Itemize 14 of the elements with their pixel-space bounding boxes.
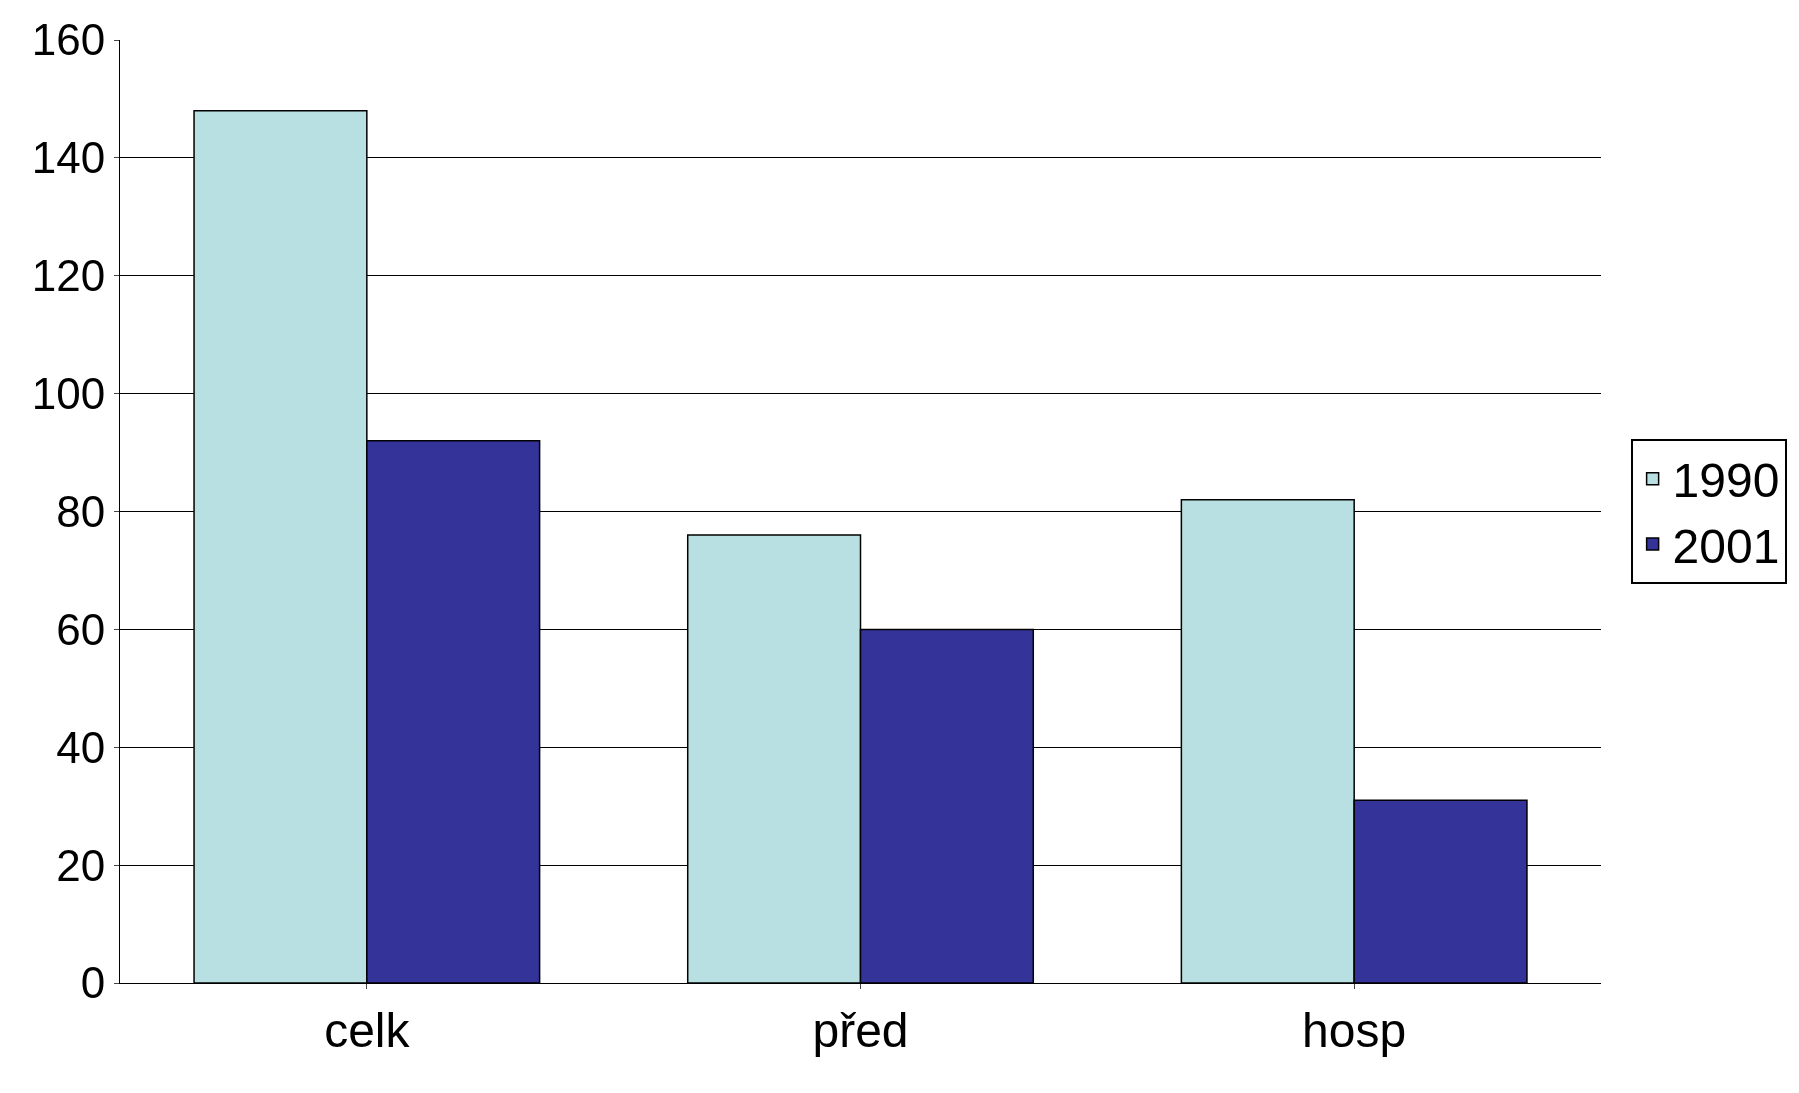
x-tick-label: před xyxy=(812,1003,909,1057)
y-tick-label: 120 xyxy=(31,251,106,301)
y-tick-label: 80 xyxy=(56,486,106,536)
y-tick-label: 20 xyxy=(56,840,106,890)
x-tick-label: celk xyxy=(324,1003,411,1057)
y-tick-label: 140 xyxy=(31,133,106,183)
legend-label: 1990 xyxy=(1672,454,1780,508)
y-tick-label: 40 xyxy=(56,722,106,772)
legend-label: 2001 xyxy=(1672,519,1780,573)
x-tick-label: hosp xyxy=(1302,1003,1407,1057)
y-tick-label: 60 xyxy=(56,604,106,654)
y-tick-label: 100 xyxy=(31,369,106,419)
y-tick-label: 0 xyxy=(80,958,106,1008)
y-tick-label: 160 xyxy=(31,15,106,65)
